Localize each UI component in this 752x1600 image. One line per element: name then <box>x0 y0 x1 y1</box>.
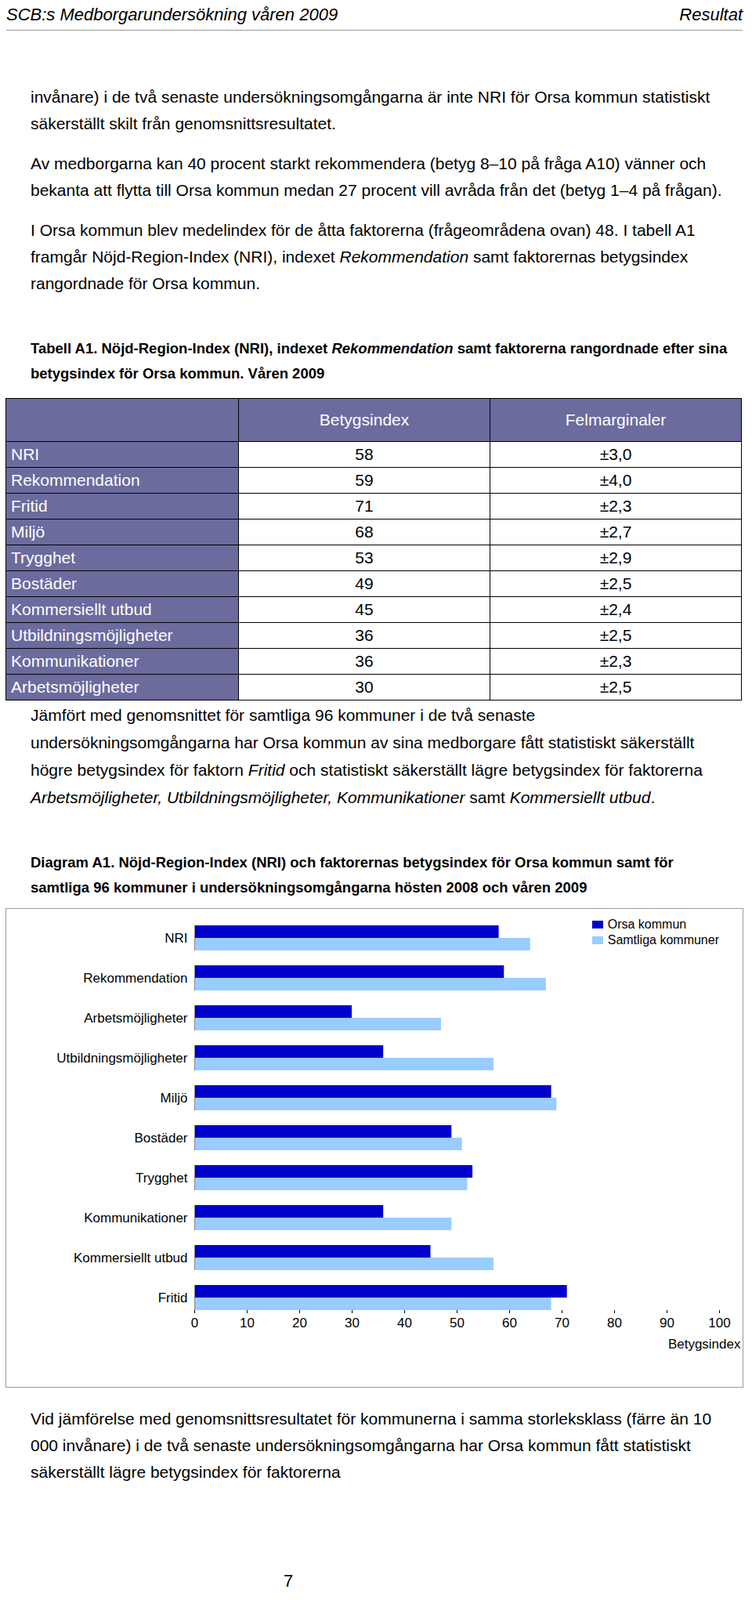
html-text:Betygsindex: Betygsindex <box>319 410 410 429</box>
html-text:±2,7: ±2,7 <box>599 522 632 541</box>
html-text:I Orsa kommun blev medelindex: I Orsa kommun blev medelindex för de ått… <box>30 220 696 293</box>
html-text:Kommunikationer: Kommunikationer <box>10 651 139 670</box>
html-text:±3,0: ±3,0 <box>599 444 632 463</box>
html-text:Rekommendation: Rekommendation <box>10 470 140 489</box>
html-text:Felmarginaler: Felmarginaler <box>565 410 666 429</box>
svg-text:Kommunikationer: Kommunikationer <box>83 1210 188 1226</box>
html-text:49: 49 <box>355 574 374 593</box>
html-text:58: 58 <box>355 444 374 463</box>
html-text:±2,5: ±2,5 <box>599 625 632 644</box>
svg-text:NRI: NRI <box>164 930 188 946</box>
svg-text:30: 30 <box>344 1315 360 1331</box>
svg-text:Trygghet: Trygghet <box>135 1170 188 1186</box>
html-text:±2,3: ±2,3 <box>599 496 632 515</box>
html-text:71: 71 <box>355 496 374 515</box>
svg-text:40: 40 <box>397 1315 413 1331</box>
svg-text:Arbetsmöjligheter: Arbetsmöjligheter <box>83 1010 188 1026</box>
svg-text:100: 100 <box>708 1315 731 1331</box>
html-text:30: 30 <box>355 677 374 696</box>
html-text:45: 45 <box>355 600 374 619</box>
html-text:Fritid: Fritid <box>10 496 48 515</box>
html-text:Resultat: Resultat <box>679 4 743 25</box>
html-text:36: 36 <box>355 651 374 670</box>
svg-text:20: 20 <box>292 1315 308 1331</box>
html-text:Utbildningsmöjligheter: Utbildningsmöjligheter <box>10 625 173 644</box>
html-text:NRI: NRI <box>10 444 40 463</box>
svg-text:Betygsindex: Betygsindex <box>668 1336 742 1352</box>
html-text:invånare) i de två senaste und: invånare) i de två senaste undersöknings… <box>30 87 710 133</box>
svg-text:10: 10 <box>239 1315 255 1331</box>
svg-text:Bostäder: Bostäder <box>133 1130 188 1146</box>
html-text:SCB:s Medborgarundersökning vå: SCB:s Medborgarundersökning våren 2009 <box>6 4 338 25</box>
svg-text:80: 80 <box>607 1315 622 1331</box>
html-text:±2,3: ±2,3 <box>599 651 632 670</box>
html-text:Orsa kommun: Orsa kommun <box>607 917 687 931</box>
html-text:±4,0: ±4,0 <box>599 470 632 489</box>
svg-text:90: 90 <box>659 1315 675 1331</box>
html-text:Miljö: Miljö <box>10 522 45 541</box>
html-text:±2,5: ±2,5 <box>599 677 632 696</box>
html-text:36: 36 <box>355 625 374 644</box>
html-text:68: 68 <box>355 522 374 541</box>
html-text:Arbetsmöjligheter, Utbildnings: Arbetsmöjligheter, Utbildningsmöjlighete… <box>30 788 656 807</box>
svg-text:0: 0 <box>191 1315 199 1331</box>
html-text:±2,4: ±2,4 <box>599 600 632 619</box>
html-text:59: 59 <box>355 470 374 489</box>
svg-text:70: 70 <box>554 1315 570 1331</box>
svg-text:Fritid: Fritid <box>158 1290 188 1306</box>
html-text:Bostäder: Bostäder <box>10 574 77 593</box>
svg-text:50: 50 <box>449 1315 465 1331</box>
html-text:Vid jämförelse med genomsnitts: Vid jämförelse med genomsnittsresultatet… <box>30 1409 712 1481</box>
html-text:Av medborgarna kan 40 procent: Av medborgarna kan 40 procent starkt rek… <box>30 154 722 199</box>
html-text:Kommersiellt utbud: Kommersiellt utbud <box>10 600 152 619</box>
html-text:7: 7 <box>283 1570 294 1591</box>
html-text:±2,5: ±2,5 <box>599 574 632 593</box>
html-text:53: 53 <box>355 548 374 567</box>
svg-text:Utbildningsmöjligheter: Utbildningsmöjligheter <box>56 1050 188 1066</box>
html-text:Tabell A1. Nöjd-Region-Index (: Tabell A1. Nöjd-Region-Index (NRI), inde… <box>30 339 728 382</box>
html-text:±2,9: ±2,9 <box>599 548 632 567</box>
html-text:Arbetsmöjligheter: Arbetsmöjligheter <box>10 677 139 696</box>
html-text:Diagram A1. Nöjd-Region-Index: Diagram A1. Nöjd-Region-Index (NRI) och … <box>30 853 674 896</box>
html-text:Trygghet: Trygghet <box>10 548 76 567</box>
html-text:Samtliga kommuner: Samtliga kommuner <box>607 932 720 947</box>
svg-text:60: 60 <box>502 1315 517 1331</box>
svg-text:Kommersiellt utbud: Kommersiellt utbud <box>73 1250 188 1266</box>
svg-text:Rekommendation: Rekommendation <box>83 970 188 986</box>
html-text:Jämfört med genomsnittet för s: Jämfört med genomsnittet för samtliga 96… <box>30 705 703 779</box>
svg-text:Miljö: Miljö <box>160 1090 188 1106</box>
